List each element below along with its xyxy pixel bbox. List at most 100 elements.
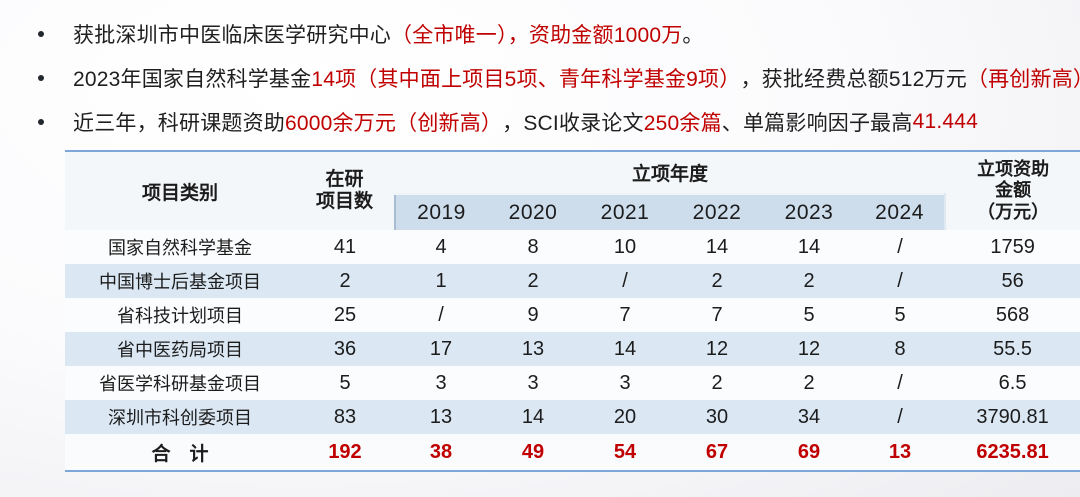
bullet-dot-icon [38,75,44,81]
header-category: 项目类别 [65,151,295,230]
bullet-text-segment: 6000余万元（创新高） [285,112,503,135]
ongoing-count-cell: 83 [333,405,357,428]
bullet-text-segment: 、单篇影响因子最高 [721,112,913,135]
bullet-text-segment: （再创新高） [966,68,1080,91]
bullet-item: 近三年，科研课题资助 6000余万元（创新高） ，SCI收录论文 250余篇 、单篇影响… [38,100,1080,144]
funding-amount-cell: 3790.81 [976,405,1049,428]
bullet-text-segment: 14项（其中面上项目5项、青年科学基金9项） [311,68,741,91]
year-value-cell: 4 [435,235,447,258]
bullet-text-segment: 。 [682,24,704,47]
bullet-text-segment: 近三年，科研课题资助 [73,112,285,135]
header-ongoing-count: 在研 项目数 [295,151,395,230]
table-row: 省科技计划项目 25 / 9 7 7 5 5 568 [65,298,1080,332]
table-body: 国家自然科学基金 41 4 8 10 14 14/1759 中国博士后基金项目 2 1 2/2 2/5… [65,230,1080,434]
year-value-cell: 3 [619,371,631,394]
funding-amount-cell: 568 [995,303,1030,326]
table-row: 深圳市科创委项目 83 13 14 20 30 34 / 3790.81 [65,400,1080,434]
year-value-cell: 12 [705,337,729,360]
category-cell: 省医学科研基金项目 [99,374,261,394]
year-value-cell: / [438,303,444,326]
year-value-cell: / [622,269,628,292]
year-value-cell: 2 [527,269,539,292]
total-2023: 69 [763,434,855,471]
bullet-text-segment: ，SCI收录论文 [502,112,644,135]
projects-table-wrap: 项目类别 在研 项目数 立项年度 立项资助 金额 （万元） 2019 2020 … [65,150,1080,472]
bullet-text-segment: 获批深圳市中医临床医学研究中心 [73,24,391,47]
bullet-dot-icon [38,119,44,125]
ongoing-count-cell: 25 [333,303,357,326]
funding-amount-cell: 56 [1001,269,1024,292]
header-year-2021: 2021 [579,193,671,230]
table-header: 项目类别 在研 项目数 立项年度 立项资助 金额 （万元） 2019 2020 … [65,151,1080,230]
year-value-cell: 2 [711,371,723,394]
header-year-2020: 2020 [487,193,579,230]
total-2022: 67 [671,434,763,471]
year-value-cell: 14 [613,337,637,360]
year-value-cell: 13 [521,337,545,360]
year-value-cell: 13 [429,405,453,428]
funding-amount-cell: 6.5 [998,371,1027,394]
table-footer: 合 计 192 38 49 54 67 69 13 6235.81 [65,434,1080,471]
year-value-cell: 30 [705,405,729,428]
funding-amount-cell: 55.5 [993,337,1033,360]
year-value-cell: 5 [894,303,906,326]
year-value-cell: 34 [797,405,821,428]
year-value-cell: 17 [429,337,453,360]
table-row: 省中医药局项目 36 17 13 14 12 12 8 55.5 [65,332,1080,366]
category-cell: 中国博士后基金项目 [99,272,261,292]
table-row: 省医学科研基金项目 5 3 3 3 2 2 / 6.5 [65,366,1080,400]
bullet-dot-icon [38,31,44,37]
bullet-item: 获批深圳市中医临床医学研究中心 （全市唯一），资助金额1000万。 [38,12,1080,56]
ongoing-count-cell: 5 [339,371,351,394]
total-label: 合 计 [65,434,295,471]
year-value-cell: 12 [797,337,821,360]
year-value-cell: / [897,371,903,394]
header-year-2019: 2019 [394,193,487,230]
year-value-cell: 14 [521,405,545,428]
year-value-cell: 20 [613,405,637,428]
ongoing-count-cell: 36 [333,337,357,360]
total-2019: 38 [395,434,487,471]
total-row: 合 计 192 38 49 54 67 69 13 6235.81 [65,434,1080,471]
year-value-cell: 3 [435,371,447,394]
funding-amount-cell: 1759 [990,235,1035,258]
year-header-row: 2019 2020 2021 2022 2023 2024 [65,193,1080,230]
header-funding-amount: 立项资助 金额 （万元） [945,151,1080,230]
category-cell: 省科技计划项目 [117,306,243,326]
header-year-2023: 2023 [763,193,855,230]
year-value-cell: / [897,269,903,292]
category-cell: 省中医药局项目 [117,340,243,360]
total-2024: 13 [855,434,946,471]
bullet-item: 2023年国家自然科学基金 14项（其中面上项目5项、青年科学基金9项） ，获批经费… [38,56,1080,100]
bullet-text-segment: 250余篇 [643,112,722,135]
year-value-cell: 7 [619,303,631,326]
category-cell: 国家自然科学基金 [108,238,252,258]
total-2021: 54 [579,434,671,471]
header-year-2022: 2022 [671,193,763,230]
projects-table: 项目类别 在研 项目数 立项年度 立项资助 金额 （万元） 2019 2020 … [65,150,1080,472]
year-value-cell: 14 [797,235,821,258]
bullet-text-segment: ，获批经费总额512万元 [740,68,967,91]
year-value-cell: 2 [711,269,723,292]
year-value-cell: 3 [527,371,539,394]
year-value-cell: / [897,235,903,258]
year-value-cell: 2 [803,269,815,292]
year-value-cell: 9 [527,303,539,326]
total-2020: 49 [487,434,579,471]
table-row: 国家自然科学基金 41 4 8 10 14 14 / 1759 [65,230,1080,264]
year-value-cell: 1 [435,269,447,292]
category-cell: 深圳市科创委项目 [108,408,252,428]
year-value-cell: 10 [613,235,637,258]
ongoing-count-cell: 2 [339,269,351,292]
bullet-text-segment: 41.444 [912,110,979,133]
total-funding: 6235.81 [945,434,1080,471]
ongoing-count-cell: 41 [333,235,357,258]
year-value-cell: 7 [711,303,723,326]
header-year-2024: 2024 [855,193,947,230]
bullet-text-segment: （全市唯一），资助金额1000万 [391,24,683,47]
total-ongoing: 192 [295,434,395,471]
year-value-cell: 14 [705,235,729,258]
bullet-list: 获批深圳市中医临床医学研究中心 （全市唯一），资助金额1000万。 2023年国家自… [38,12,1080,144]
year-value-cell: 8 [894,337,906,360]
